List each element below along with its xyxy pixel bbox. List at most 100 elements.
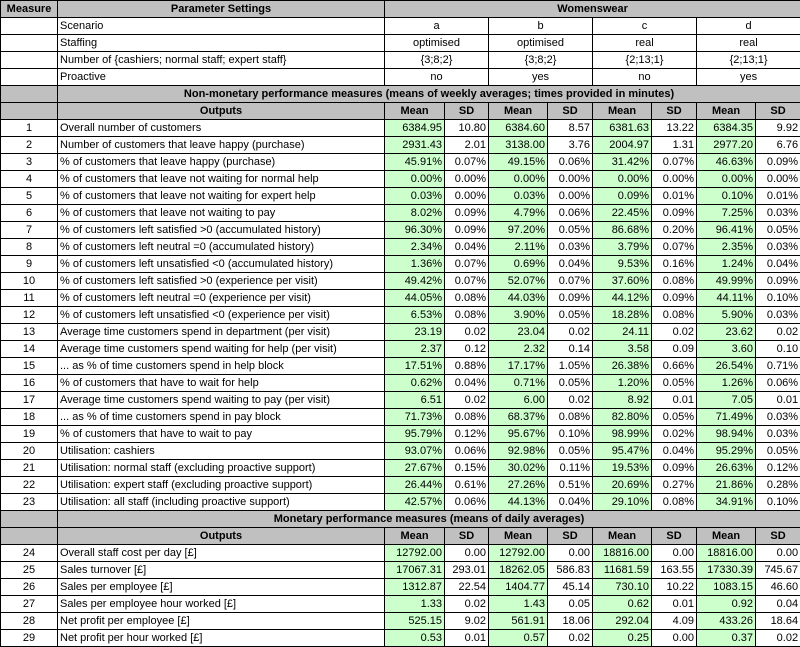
table-row: 16% of customers that have to wait for h… [0, 374, 800, 392]
mean-cell: 9.53% [592, 255, 652, 273]
outputs-header: Outputs [57, 527, 385, 545]
mean-cell: 1.36% [384, 255, 445, 273]
sd-cell: 586.83 [547, 561, 593, 579]
table-row: 9% of customers left unsatisfied <0 (acc… [0, 255, 800, 273]
mean-cell: 95.79% [384, 425, 445, 443]
mean-cell: 0.00% [696, 170, 756, 188]
measure-id: 13 [0, 323, 58, 341]
measure-id: 29 [0, 629, 58, 647]
mean-cell: 1.26% [696, 374, 756, 392]
sd-cell: 0.09% [754, 153, 800, 171]
mean-cell: 2.35% [696, 238, 756, 256]
mean-cell: 24.11 [592, 323, 652, 341]
mean-header: Mean [488, 102, 548, 120]
param-value: real [695, 34, 800, 52]
sd-cell: 0.02 [444, 323, 489, 341]
sd-cell: 0.01 [651, 595, 697, 613]
mean-cell: 49.99% [696, 272, 756, 290]
sd-cell: 18.64 [754, 612, 800, 630]
mean-cell: 23.04 [488, 323, 548, 341]
section-title-row: Non-monetary performance measures (means… [0, 85, 800, 103]
measure-id: 1 [0, 119, 58, 137]
param-row: Number of {cashiers; normal staff; exper… [0, 51, 800, 69]
measure-id: 9 [0, 255, 58, 273]
sd-cell: 0.05% [547, 374, 593, 392]
sd-cell: 0.14 [547, 340, 593, 358]
sd-cell: 0.00% [651, 170, 697, 188]
section-title: Monetary performance measures (means of … [56, 510, 800, 528]
sd-cell: 0.10% [547, 425, 593, 443]
sd-header: SD [651, 527, 697, 545]
mean-cell: 0.03% [384, 187, 445, 205]
table-row: 11% of customers left neutral =0 (experi… [0, 289, 800, 307]
mean-cell: 52.07% [488, 272, 548, 290]
sd-cell: 0.00% [754, 170, 800, 188]
measure-label: Average time customers spend waiting to … [57, 391, 385, 409]
sd-cell: 0.02 [444, 595, 489, 613]
sd-cell: 0.02 [547, 391, 593, 409]
mean-cell: 4.79% [488, 204, 548, 222]
mean-cell: 1083.15 [696, 578, 756, 596]
sd-cell: 22.54 [444, 578, 489, 596]
mean-cell: 730.10 [592, 578, 652, 596]
column-header-row: Outputs Mean SD Mean SD Mean SD Mean SD [0, 527, 800, 545]
sd-cell: 46.60 [754, 578, 800, 596]
sd-cell: 0.08% [651, 272, 697, 290]
mean-cell: 17330.39 [696, 561, 756, 579]
measure-label: Average time customers spend in departme… [57, 323, 385, 341]
measure-id: 26 [0, 578, 58, 596]
mean-cell: 6.00 [488, 391, 548, 409]
sd-cell: 0.12% [444, 425, 489, 443]
mean-cell: 26.54% [696, 357, 756, 375]
sd-cell: 0.09% [754, 272, 800, 290]
sd-cell: 3.76 [547, 136, 593, 154]
mean-cell: 19.53% [592, 459, 652, 477]
measure-id: 6 [0, 204, 58, 222]
mean-cell: 0.10% [696, 187, 756, 205]
table-row: 18... as % of time customers spend in pa… [0, 408, 800, 426]
sd-cell: 0.15% [444, 459, 489, 477]
sd-cell: 0.02 [754, 629, 800, 647]
mean-cell: 49.42% [384, 272, 445, 290]
measure-id: 3 [0, 153, 58, 171]
mean-cell: 92.98% [488, 442, 548, 460]
table-row: 6% of customers that leave not waiting t… [0, 204, 800, 222]
sd-cell: 0.06% [444, 493, 489, 511]
mean-cell: 82.80% [592, 408, 652, 426]
sd-cell: 0.10% [754, 493, 800, 511]
section-title-row: Monetary performance measures (means of … [0, 510, 800, 528]
mean-cell: 44.11% [696, 289, 756, 307]
mean-cell: 68.37% [488, 408, 548, 426]
sd-cell: 4.09 [651, 612, 697, 630]
mean-cell: 0.09% [592, 187, 652, 205]
mean-cell: 12792.00 [384, 544, 445, 562]
sd-cell: 2.01 [444, 136, 489, 154]
mean-cell: 0.00% [488, 170, 548, 188]
measure-label: Overall staff cost per day [£] [57, 544, 385, 562]
mean-header: Mean [592, 527, 652, 545]
mean-cell: 30.02% [488, 459, 548, 477]
sd-cell: 0.07% [547, 272, 593, 290]
measure-label: Average time customers spend waiting for… [57, 340, 385, 358]
sd-cell: 0.03% [754, 408, 800, 426]
table-row: 26 Sales per employee [£] 1312.87 22.54 1404… [0, 578, 800, 596]
mean-cell: 0.37 [696, 629, 756, 647]
param-label: Number of {cashiers; normal staff; exper… [57, 51, 385, 69]
sd-cell: 0.07% [444, 255, 489, 273]
sd-cell: 0.27% [651, 476, 697, 494]
mean-cell: 22.45% [592, 204, 652, 222]
mean-cell: 95.29% [696, 442, 756, 460]
mean-cell: 49.15% [488, 153, 548, 171]
table-row: 22 Utilisation: expert staff (excluding p… [0, 476, 800, 494]
sd-cell: 0.12% [754, 459, 800, 477]
param-value: d [695, 17, 800, 35]
sd-cell: 0.01 [444, 629, 489, 647]
table-row: 5% of customers that leave not waiting f… [0, 187, 800, 205]
dept-header: Womenswear [383, 0, 800, 18]
measure-label: % of customers left satisfied >0 (accumu… [57, 221, 385, 239]
sd-cell: 0.51% [547, 476, 593, 494]
mean-cell: 0.53 [384, 629, 445, 647]
table-row: 27 Sales per employee hour worked [£] 1.33… [0, 595, 800, 613]
table-row: 13 Average time customers spend in depart… [0, 323, 800, 341]
sd-cell: 0.61% [444, 476, 489, 494]
